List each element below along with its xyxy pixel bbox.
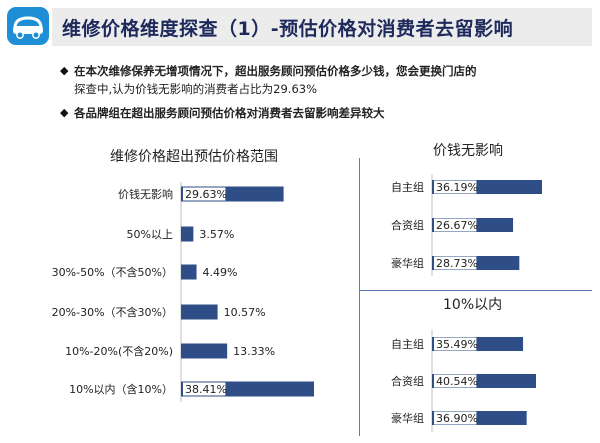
chart-range-category-label: 20%-30%（不含30%） <box>52 305 173 319</box>
chart-within-10-data-label-box <box>434 374 477 388</box>
chart-range-data-label: 10.57% <box>224 306 266 319</box>
logo-wheel-left <box>16 31 24 39</box>
chart-within-10-data-label: 40.54% <box>436 375 478 388</box>
logo-wheel-right <box>32 31 40 39</box>
logo-arc <box>13 16 43 29</box>
chart-within-10-category-label: 豪华组 <box>391 411 424 425</box>
chart-range-bar <box>181 264 197 280</box>
chart-range-data-label-box <box>183 187 226 201</box>
chart-title-no-impact: 价钱无影响 <box>433 143 503 159</box>
chart-range-category-label: 10%以内（含10%） <box>69 382 173 396</box>
chart-range-data-label: 38.41% <box>185 383 227 396</box>
chart-title-within-10: 10%以内 <box>443 297 503 313</box>
bullet-item: 在本次维修保养无增项情况下，超出服务顾问预估价格多少钱，您会更换门店的 探查中,… <box>60 62 580 98</box>
chart-range-bar <box>181 343 228 359</box>
chart-no-impact-category-label: 豪华组 <box>391 256 424 270</box>
panel-divider-horizontal <box>360 290 592 291</box>
chart-range-data-label-box <box>183 382 226 396</box>
chart-no-impact-category-label: 合资组 <box>391 218 424 232</box>
chart-range-data-label: 4.49% <box>203 266 238 279</box>
chart-title-price-range: 维修价格超出预估价格范围 <box>110 149 278 165</box>
chart-no-impact-data-label-box <box>434 256 477 270</box>
chart-no-impact-category-label: 自主组 <box>391 180 424 194</box>
chart-range-category-label: 价钱无影响 <box>118 187 173 201</box>
bullet-1-line-2: 探查中,认为价钱无影响的消费者占比为29.63% <box>74 82 318 96</box>
chart-no-impact-data-label-box <box>434 180 477 194</box>
chart-no-impact-data-label: 26.67% <box>436 219 478 232</box>
chart-range-bar <box>181 226 194 242</box>
chart-range-category-label: 50%以上 <box>127 228 173 241</box>
chart-within-10-data-label: 35.49% <box>436 338 478 351</box>
company-logo <box>6 6 50 46</box>
summary-bullets: 在本次维修保养无增项情况下，超出服务顾问预估价格多少钱，您会更换门店的 探查中,… <box>60 62 580 122</box>
chart-within-10-data-label-box <box>434 411 477 425</box>
chart-range-bar <box>181 304 218 320</box>
chart-range-category-label: 10%-20%(不含20%) <box>65 344 173 358</box>
chart-range-data-label: 3.57% <box>199 228 234 241</box>
chart-no-impact-data-label-box <box>434 218 477 232</box>
chart-within-10-data-label: 36.90% <box>436 412 478 425</box>
chart-no-impact-data-label: 36.19% <box>436 181 478 194</box>
bullet-1-line-1: 在本次维修保养无增项情况下，超出服务顾问预估价格多少钱，您会更换门店的 <box>74 64 477 78</box>
chart-range-data-label: 29.63% <box>185 188 227 201</box>
chart-within-10-data-label-box <box>434 337 477 351</box>
chart-no-impact-data-label: 28.73% <box>436 257 478 270</box>
page-title: 维修价格维度探查（1）-预估价格对消费者去留影响 <box>62 18 514 40</box>
panel-divider-vertical <box>359 158 360 436</box>
bullet-2-line-1: 各品牌组在超出服务顾问预估价格对消费者去留影响差异较大 <box>74 106 385 120</box>
chart-range-data-label: 13.33% <box>233 345 275 358</box>
bullet-item: 各品牌组在超出服务顾问预估价格对消费者去留影响差异较大 <box>60 104 580 122</box>
chart-within-10-category-label: 自主组 <box>391 337 424 351</box>
chart-range-category-label: 30%-50%（不含50%） <box>52 265 173 279</box>
title-bar <box>52 8 592 46</box>
chart-within-10-category-label: 合资组 <box>391 374 424 388</box>
